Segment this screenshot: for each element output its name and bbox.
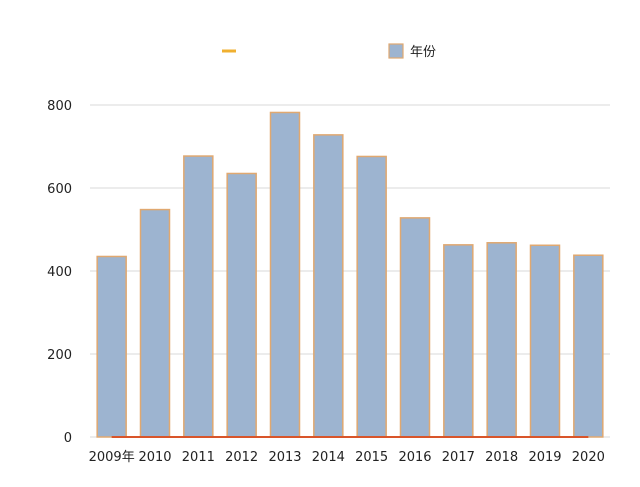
bar: [183, 155, 214, 438]
bar: [399, 217, 431, 438]
bar: [269, 111, 301, 438]
legend: 年份: [222, 43, 436, 60]
bar: [313, 134, 344, 438]
x-tick-label: 2014: [312, 450, 345, 465]
x-tick-label: 2016: [398, 450, 431, 465]
bar: [139, 208, 171, 438]
x-tick-label: 2020: [572, 450, 605, 465]
bar: [486, 242, 517, 438]
x-tick-label: 2013: [268, 450, 301, 465]
y-tick-label: 0: [64, 431, 72, 446]
x-tick-label: 2009年: [89, 450, 135, 465]
bars: [96, 111, 604, 438]
bar: [96, 255, 127, 438]
y-tick-label: 200: [47, 348, 72, 363]
y-tick-label: 400: [47, 265, 72, 280]
bar: [443, 244, 474, 438]
x-tick-label: 2018: [485, 450, 518, 465]
bar: [529, 244, 561, 438]
bar: [573, 254, 604, 438]
x-axis-ticks: 2009年 2010 2011 2012 2013 2014 2015 2016 2017 201…: [89, 450, 605, 465]
y-tick-label: 600: [47, 182, 72, 197]
legend-bar-swatch: [388, 43, 404, 59]
x-tick-label: 2012: [225, 450, 258, 465]
x-tick-label: 2017: [442, 450, 475, 465]
x-tick-label: 2010: [138, 450, 171, 465]
x-tick-label: 2011: [182, 450, 215, 465]
legend-bar-label: 年份: [410, 45, 436, 60]
bar: [356, 155, 387, 438]
bar: [226, 172, 257, 438]
y-axis-ticks: 0 200 400 600 800: [47, 99, 72, 446]
x-tick-label: 2015: [355, 450, 388, 465]
y-tick-label: 800: [47, 99, 72, 114]
x-tick-label: 2019: [528, 450, 561, 465]
